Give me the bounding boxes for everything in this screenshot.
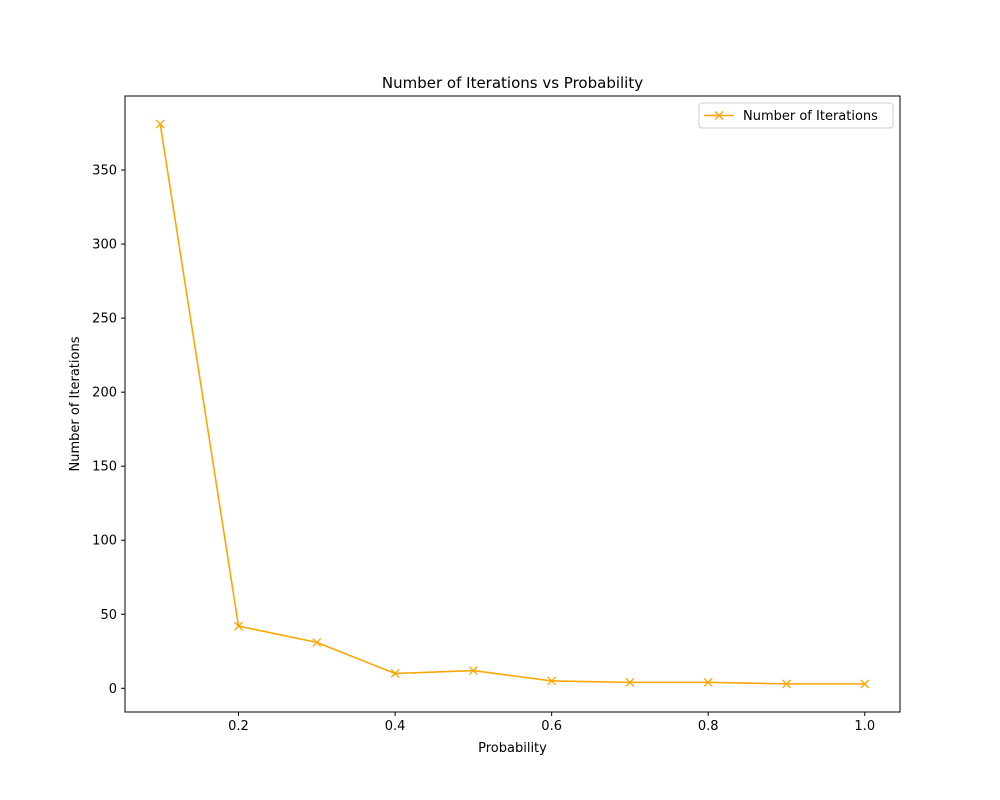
x-tick-label: 0.4 xyxy=(385,719,406,734)
y-tick-label: 50 xyxy=(100,608,117,623)
y-tick-label: 250 xyxy=(92,312,117,327)
legend: Number of Iterations xyxy=(698,102,894,129)
plot-area xyxy=(155,119,870,689)
x-tick-label: 1.0 xyxy=(854,719,875,734)
data-point-stroke xyxy=(468,666,478,675)
data-point-stroke xyxy=(625,677,635,687)
data-point-stroke xyxy=(234,621,243,631)
data-point xyxy=(390,669,400,678)
legend-marker-x xyxy=(714,111,724,120)
data-point xyxy=(782,679,791,689)
data-point-stroke xyxy=(155,119,165,129)
y-tick-label: 300 xyxy=(92,238,117,253)
data-point-stroke xyxy=(547,676,557,686)
series-line xyxy=(159,124,865,685)
data-point xyxy=(625,677,635,687)
data-point xyxy=(860,679,870,689)
legend-marker-x-stroke xyxy=(714,111,724,120)
x-tick-label: 0.8 xyxy=(698,719,719,734)
x-axis-label: Probability xyxy=(478,741,547,756)
y-tick-label: 350 xyxy=(92,164,117,179)
data-point xyxy=(234,621,243,631)
y-axis: 0 50 100 150 200 250 300 350 xyxy=(92,164,125,697)
x-tick-label: 0.6 xyxy=(541,719,562,734)
data-point xyxy=(468,666,478,675)
y-axis-label: Number of Iterations xyxy=(68,336,83,471)
y-tick-label: 200 xyxy=(92,386,117,401)
axes-frame xyxy=(124,95,901,713)
x-axis: 0.2 0.4 0.6 0.8 1.0 xyxy=(228,712,875,734)
y-tick-label: 0 xyxy=(109,682,117,697)
chart-title: Number of Iterations vs Probability xyxy=(382,74,643,92)
legend-box xyxy=(698,102,894,129)
data-point-stroke xyxy=(703,677,713,687)
data-point xyxy=(155,119,165,129)
data-point-stroke xyxy=(390,669,400,678)
data-point xyxy=(547,676,557,686)
legend-marker xyxy=(714,111,724,120)
y-tick-label: 100 xyxy=(92,534,117,549)
data-point-stroke xyxy=(860,679,870,689)
x-tick-label: 0.2 xyxy=(228,719,249,734)
data-point-stroke xyxy=(312,637,322,647)
legend-label: Number of Iterations xyxy=(743,109,878,124)
data-point-stroke xyxy=(782,679,791,689)
y-tick-label: 150 xyxy=(92,460,117,475)
data-point xyxy=(312,637,322,647)
data-point xyxy=(703,677,713,687)
